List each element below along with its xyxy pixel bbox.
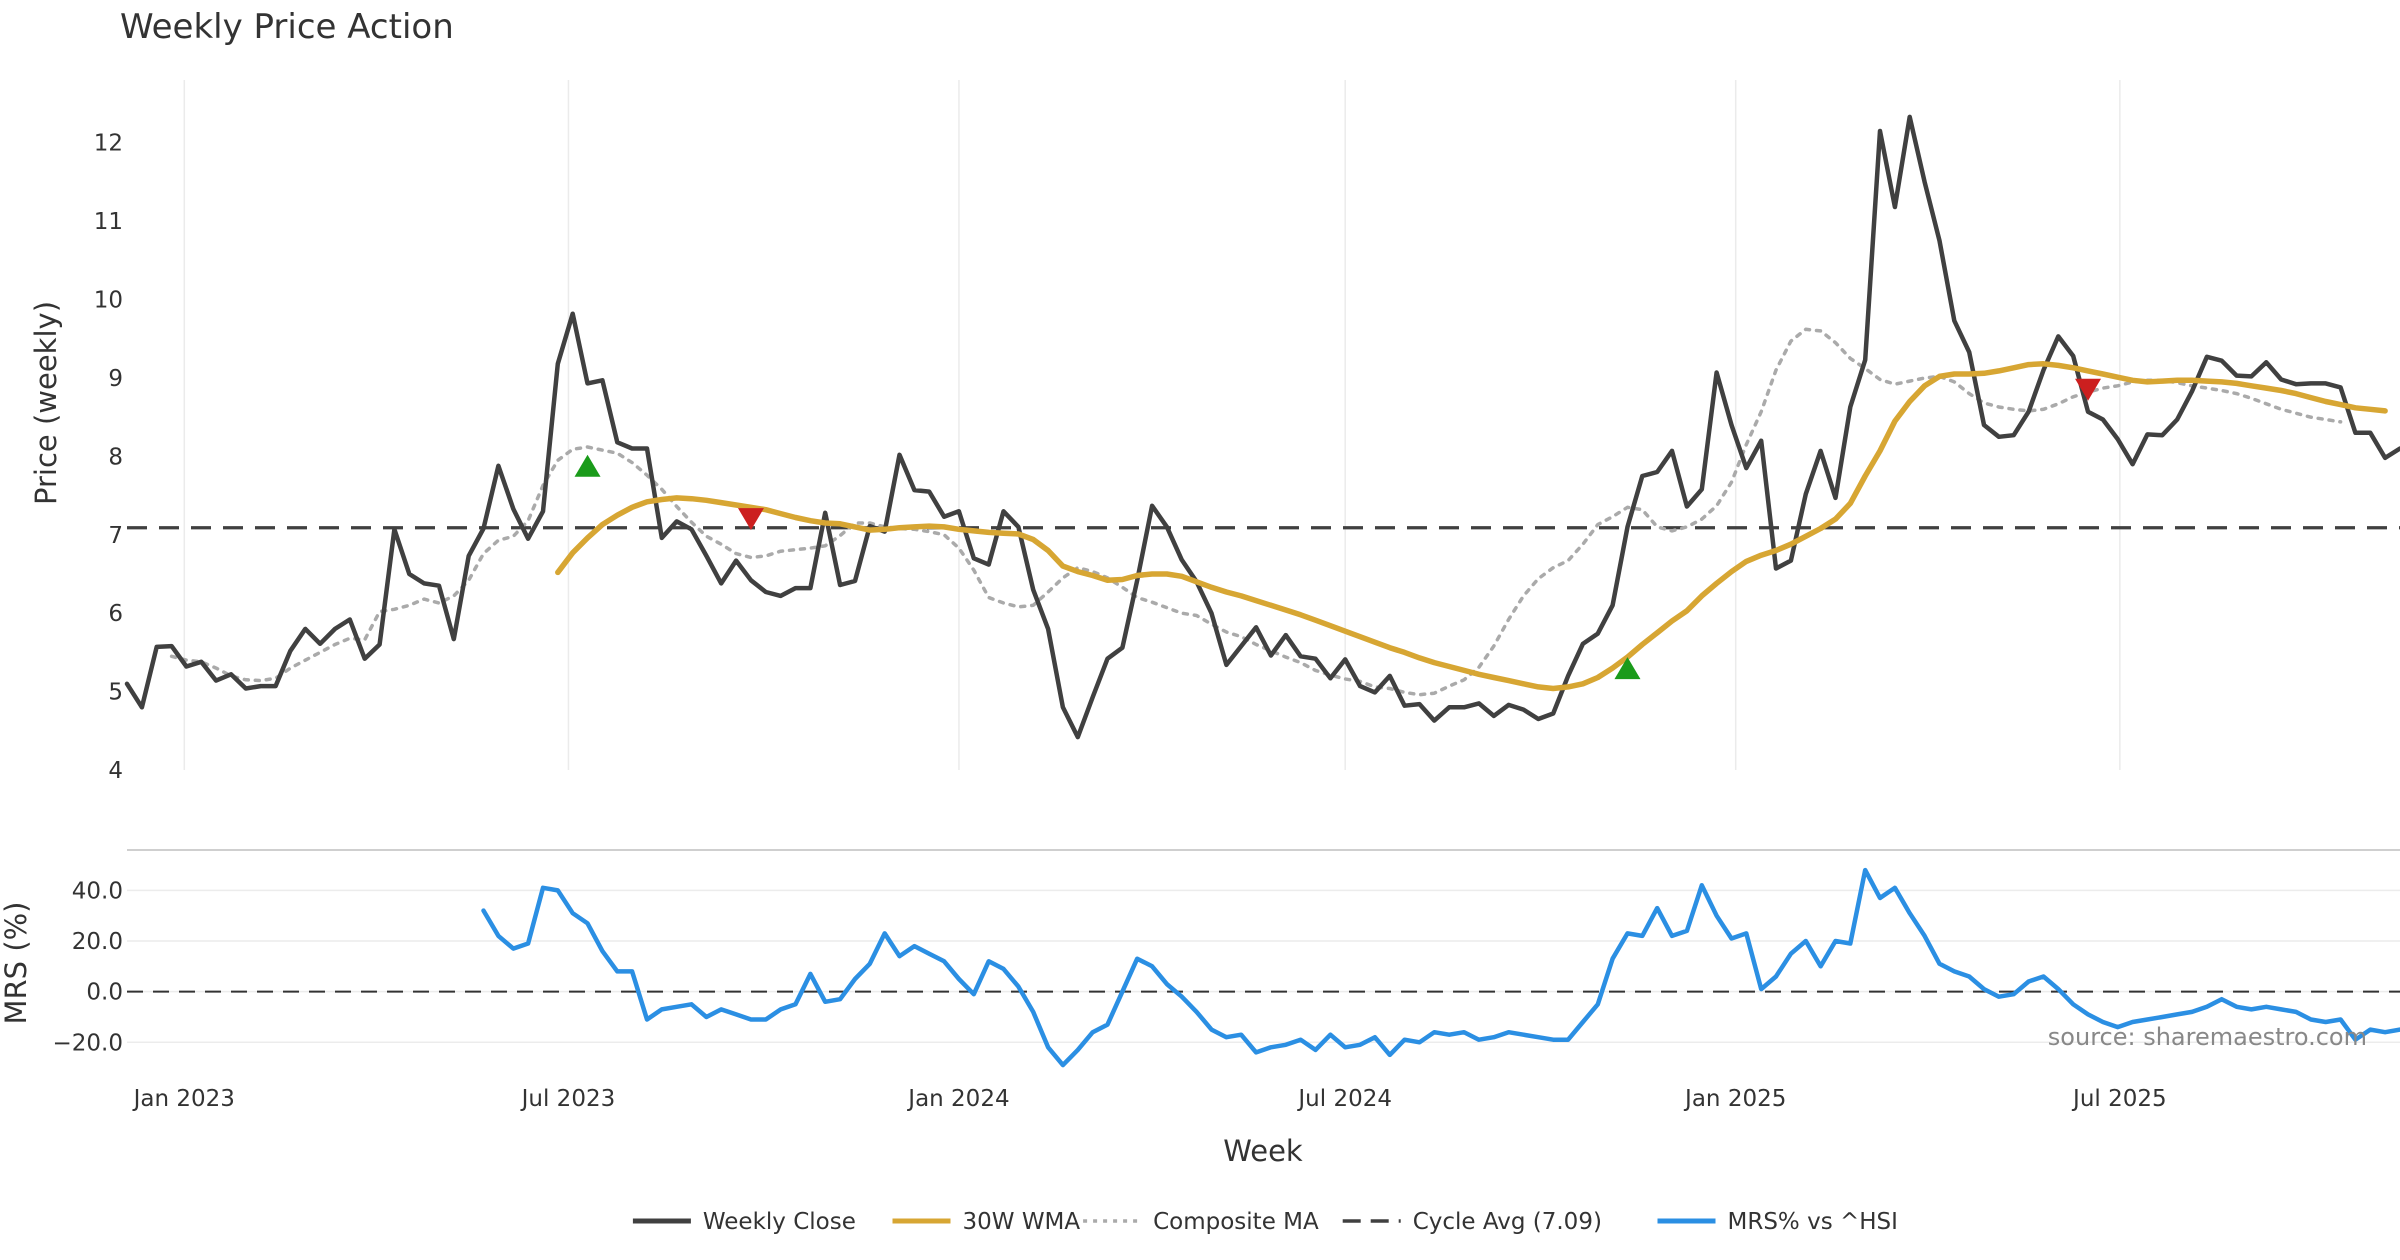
x-axis-label: Week	[1223, 1134, 1303, 1168]
price-y-tick-label: 9	[108, 366, 123, 392]
legend: Weekly Close 30W WMA Composite MA Cycle Avg…	[632, 1209, 1898, 1235]
price-y-tick-label: 5	[108, 680, 123, 706]
price-y-axis-label: Price (weekly)	[29, 301, 63, 505]
x-axis: Jan 2023 Jul 2023 Jan 2024 Jul 2024 Jan 2025…	[132, 1086, 2167, 1112]
mrs-y-axis: −20.0 0.0 20.0 40.0	[53, 878, 123, 1056]
chart-title: Weekly Price Action	[120, 7, 454, 47]
price-y-tick-label: 10	[94, 288, 123, 314]
mrs-y-tick-label: −20.0	[53, 1030, 123, 1056]
sell-signal-marker	[737, 508, 764, 531]
price-y-tick-label: 7	[108, 523, 123, 549]
mrs-y-tick-label: 40.0	[72, 878, 123, 904]
price-y-tick-label: 4	[108, 758, 123, 784]
x-tick-label: Jan 2023	[132, 1086, 235, 1112]
price-panel	[124, 114, 2400, 740]
x-tick-label: Jan 2024	[906, 1086, 1009, 1112]
x-tick-label: Jul 2023	[520, 1086, 616, 1112]
mrs-y-tick-label: 0.0	[86, 980, 123, 1006]
mrs-panel	[127, 867, 2400, 1068]
x-tick-label: Jan 2025	[1683, 1086, 1786, 1112]
legend-label: MRS% vs ^HSI	[1728, 1209, 1898, 1235]
sell-signal-marker	[2075, 378, 2102, 401]
signal-markers	[574, 378, 2102, 680]
price-y-tick-label: 12	[94, 131, 123, 157]
mrs-y-tick-label: 20.0	[72, 929, 123, 955]
grid	[127, 80, 2400, 1044]
legend-label: Weekly Close	[703, 1209, 856, 1235]
composite-ma-line	[169, 327, 2343, 697]
buy-signal-marker	[1614, 657, 1641, 680]
weekly-close-line	[124, 114, 2400, 740]
price-y-tick-label: 8	[108, 444, 123, 470]
mrs-line	[481, 867, 2400, 1068]
buy-signal-marker	[574, 454, 601, 477]
legend-label: Cycle Avg (7.09)	[1413, 1209, 1602, 1235]
source-note: source: sharemaestro.com	[2048, 1023, 2367, 1051]
30w-wma-line	[555, 361, 2388, 692]
price-y-axis: 4 5 6 7 8 9 10 11 12	[94, 131, 123, 784]
legend-label: Composite MA	[1153, 1209, 1319, 1235]
x-tick-label: Jul 2025	[2071, 1086, 2167, 1112]
mrs-y-axis-label: MRS (%)	[0, 902, 33, 1025]
price-y-tick-label: 6	[108, 601, 123, 627]
price-y-tick-label: 11	[94, 209, 123, 235]
legend-label: 30W WMA	[963, 1209, 1081, 1235]
x-tick-label: Jul 2024	[1296, 1086, 1392, 1112]
